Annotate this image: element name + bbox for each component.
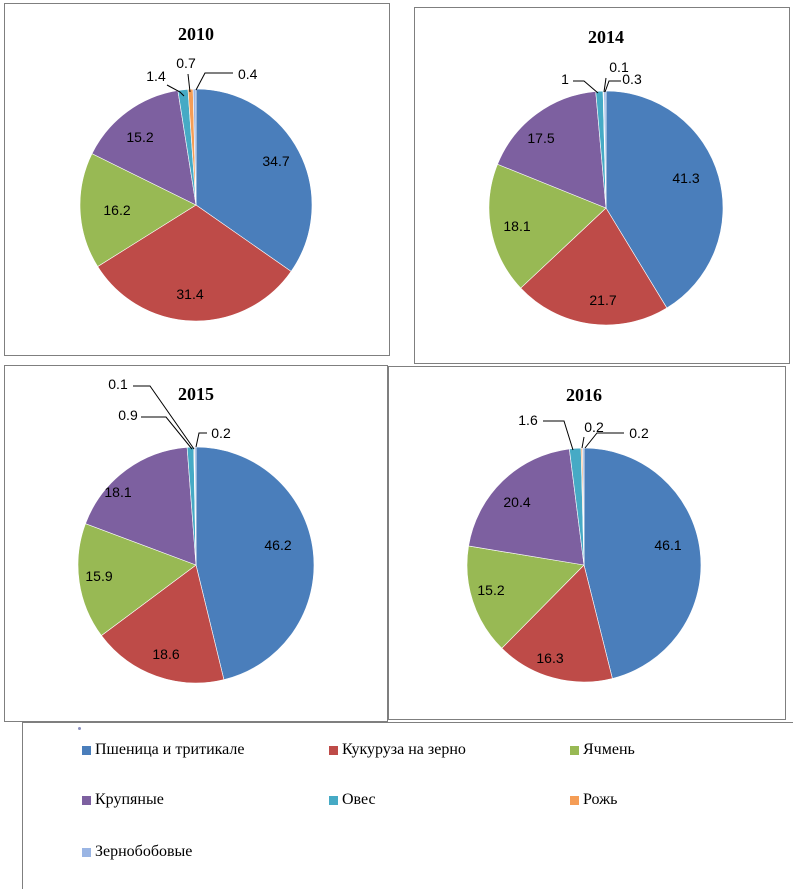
legend-item-groats: Крупяные (82, 791, 164, 809)
pie-slice-2014-wheat (605, 90, 724, 309)
legend-swatch (82, 745, 91, 755)
pie-slice-2010-corn (97, 204, 292, 322)
leader-line-2015-rye (133, 385, 195, 450)
legend-item-corn: Кукуруза на зерно (329, 741, 466, 759)
legend-marker-dot (78, 727, 81, 730)
legend-label: Зернобобовые (95, 843, 193, 860)
data-label-2010-barley: 16.2 (103, 202, 130, 218)
legend-swatch (329, 795, 338, 805)
leader-line-2016-oats (543, 420, 574, 451)
legend-item-rye: Рожь (570, 791, 617, 809)
data-label-2014-corn: 21.7 (589, 292, 616, 308)
chart-title-2015: 2015 (178, 384, 214, 404)
data-label-2010-wheat: 34.7 (262, 153, 289, 169)
pie-slice-2010-barley (79, 153, 197, 267)
pie-slice-2010-groats (91, 90, 197, 206)
leader-line-2016-rye (581, 436, 585, 449)
data-label-2015-corn: 18.6 (152, 646, 179, 662)
data-label-2016-oats: 1.6 (518, 412, 538, 428)
pie-slice-2016-legumes (582, 447, 585, 566)
data-label-2016-corn: 16.3 (536, 650, 563, 666)
legend-item-legumes: Зернобобовые (82, 843, 192, 861)
legend: Пшеница и тритикале Кукуруза на зерно Яч… (22, 722, 793, 889)
leader-line-2016-legumes (584, 432, 624, 449)
data-label-2016-rye: 0.2 (584, 419, 604, 435)
data-label-2016-legumes: 0.2 (629, 425, 649, 441)
pie-slice-2015-legumes (194, 446, 197, 566)
data-label-2014-wheat: 41.3 (672, 170, 699, 186)
data-label-2014-legumes: 0.3 (622, 71, 642, 87)
legend-swatch (82, 795, 91, 805)
legend-label: Ячмень (583, 741, 635, 758)
pie-slice-2016-wheat (583, 447, 702, 679)
legend-label: Крупяные (95, 791, 164, 808)
pie-slice-2016-groats (468, 448, 585, 566)
data-label-2010-groats: 15.2 (126, 129, 153, 145)
legend-swatch (82, 847, 91, 857)
leader-line-2014-oats (573, 80, 599, 94)
data-label-2010-corn: 31.4 (176, 286, 203, 302)
pie-slice-2014-corn (520, 207, 668, 326)
data-label-2015-legumes: 0.2 (211, 425, 231, 441)
chart-title-2014: 2014 (588, 27, 624, 47)
data-label-2015-wheat: 46.2 (264, 537, 291, 553)
pie-slice-2014-barley (488, 163, 607, 289)
data-label-2015-rye: 0.1 (108, 376, 128, 392)
data-label-2015-groats: 18.1 (104, 484, 131, 500)
data-label-2016-wheat: 46.1 (654, 537, 681, 553)
data-label-2016-groats: 20.4 (503, 494, 530, 510)
leader-line-2010-oats (166, 84, 185, 97)
legend-swatch (570, 745, 579, 755)
legend-item-barley: Ячмень (570, 741, 635, 759)
legend-item-oats: Овес (329, 791, 376, 809)
data-label-2016-barley: 15.2 (477, 582, 504, 598)
pie-slice-2015-barley (77, 523, 197, 636)
leader-line-2010-legumes (195, 72, 233, 91)
pie-slice-2015-wheat (195, 446, 315, 681)
legend-label: Кукуруза на зерно (342, 741, 466, 758)
data-label-2010-rye: 0.7 (176, 55, 196, 71)
pie-slice-2016-barley (466, 545, 585, 649)
data-label-2014-groats: 17.5 (527, 130, 554, 146)
chart-title-2010: 2010 (178, 24, 214, 44)
legend-item-wheat: Пшеница и тритикале (82, 741, 245, 759)
pie-slice-2010-wheat (195, 88, 313, 272)
data-label-2014-oats: 1 (561, 71, 569, 87)
pie-slice-2016-corn (501, 564, 613, 683)
data-label-2010-oats: 1.4 (146, 68, 166, 84)
legend-label: Рожь (583, 791, 618, 808)
data-label-2015-oats: 0.9 (118, 407, 138, 423)
leader-line-2015-legumes (195, 432, 207, 448)
leader-line-2014-legumes (604, 80, 621, 93)
legend-label: Пшеница и тритикале (95, 741, 245, 758)
data-label-2010-legumes: 0.4 (238, 66, 258, 82)
legend-label: Овес (342, 791, 376, 808)
pie-slice-2015-corn (101, 564, 225, 684)
pie-charts-canvas: 2010 34.7 31.4 16.2 15.2 1.4 0.7 0.4 2014 41.3 21.… (77, 24, 724, 684)
data-label-2014-rye: 0.1 (609, 59, 629, 75)
legend-swatch (570, 795, 579, 805)
leader-line-2010-rye (187, 73, 191, 93)
data-label-2015-barley: 15.9 (85, 568, 112, 584)
data-label-2014-barley: 18.1 (503, 218, 530, 234)
chart-title-2016: 2016 (566, 385, 602, 405)
legend-swatch (329, 745, 338, 755)
pie-slice-2015-groats (85, 447, 197, 566)
leader-line-2014-rye (603, 77, 607, 93)
pie-slice-2014-groats (497, 91, 607, 209)
leader-line-2015-oats (141, 416, 193, 450)
